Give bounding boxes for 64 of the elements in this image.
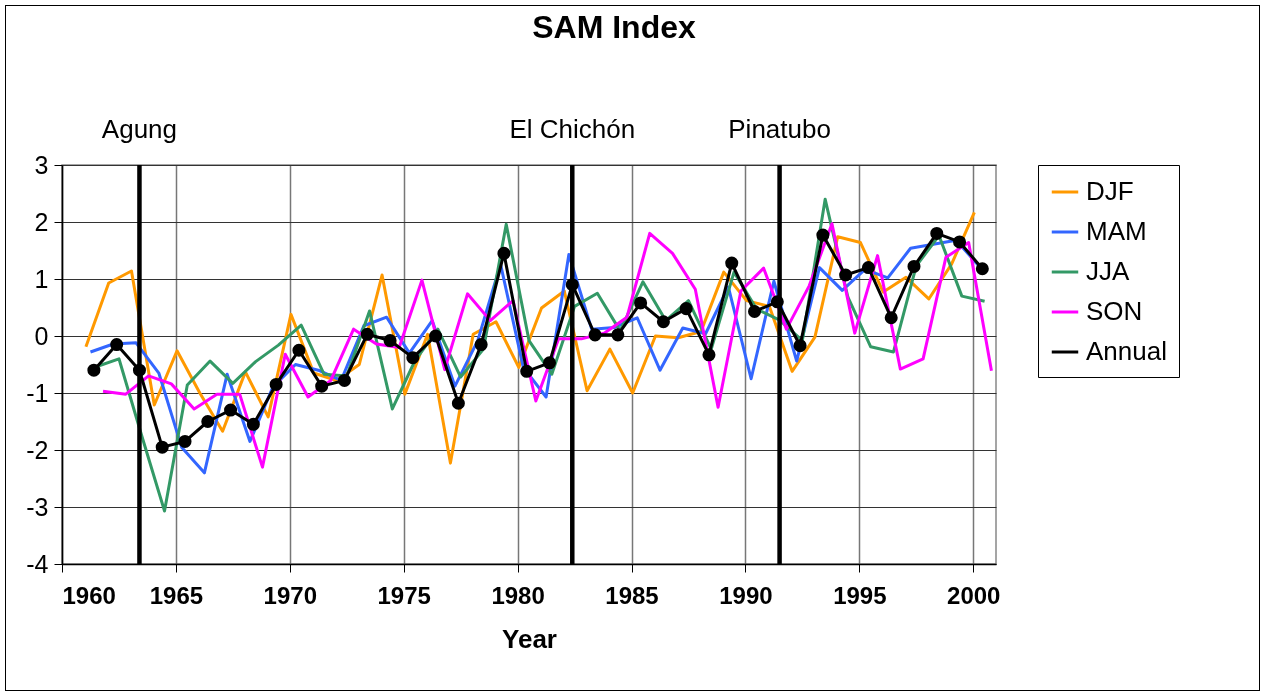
- point: [793, 339, 807, 353]
- point: [656, 315, 670, 329]
- point: [110, 338, 124, 352]
- legend-label: SON: [1086, 296, 1143, 326]
- point: [611, 328, 625, 342]
- y-tick-label: -2: [26, 435, 49, 464]
- point: [246, 417, 260, 431]
- point: [542, 356, 557, 370]
- point: [315, 379, 329, 393]
- point: [975, 262, 989, 276]
- point: [497, 246, 511, 260]
- chart-title: SAM Index: [532, 9, 696, 45]
- legend-label: DJF: [1086, 176, 1134, 206]
- point: [725, 256, 739, 270]
- point: [839, 268, 853, 282]
- point: [907, 259, 921, 273]
- point: [429, 329, 443, 343]
- x-tick-label: 1975: [377, 581, 431, 609]
- point: [520, 364, 534, 378]
- point: [816, 228, 830, 242]
- point: [634, 296, 648, 310]
- ref-line-label: Pinatubo: [728, 114, 831, 144]
- point: [451, 396, 465, 410]
- point: [360, 327, 374, 341]
- point: [87, 363, 101, 377]
- y-tick-label: 1: [34, 264, 49, 293]
- legend-label: MAM: [1086, 216, 1147, 246]
- x-tick-label: 2000: [947, 581, 1001, 609]
- legend-label: Annual: [1086, 336, 1167, 366]
- point: [155, 440, 169, 454]
- y-tick-label: -1: [26, 378, 49, 407]
- legend-label: JJA: [1086, 256, 1130, 286]
- point: [953, 235, 967, 249]
- ref-line-label: Agung: [101, 114, 178, 144]
- point: [292, 343, 306, 357]
- x-tick-label: 1970: [263, 581, 317, 609]
- y-tick-label: -4: [26, 549, 49, 578]
- x-tick-label: 1960: [62, 581, 116, 609]
- point: [861, 261, 875, 275]
- x-axis-title: Year: [502, 623, 557, 654]
- x-tick-label: 1995: [833, 581, 887, 609]
- point: [224, 403, 238, 417]
- point: [679, 302, 693, 316]
- point: [474, 338, 488, 352]
- point: [588, 328, 602, 342]
- point: [930, 226, 944, 240]
- point: [702, 348, 716, 362]
- point: [884, 311, 898, 325]
- point: [337, 373, 351, 387]
- point: [178, 434, 192, 448]
- y-tick-label: 0: [34, 321, 49, 350]
- x-tick-label: 1985: [605, 581, 659, 609]
- x-tick-label: 1965: [149, 581, 204, 609]
- y-tick-label: 2: [34, 207, 49, 236]
- point: [201, 414, 215, 429]
- y-tick-label: -3: [26, 492, 49, 521]
- x-tick-label: 1980: [491, 581, 545, 609]
- point: [748, 304, 762, 318]
- x-tick-label: 1990: [719, 581, 773, 609]
- point: [383, 334, 397, 348]
- point: [269, 377, 283, 391]
- ref-line-label: El Chichón: [509, 114, 636, 144]
- point: [406, 351, 420, 365]
- y-tick-label: 3: [34, 150, 49, 179]
